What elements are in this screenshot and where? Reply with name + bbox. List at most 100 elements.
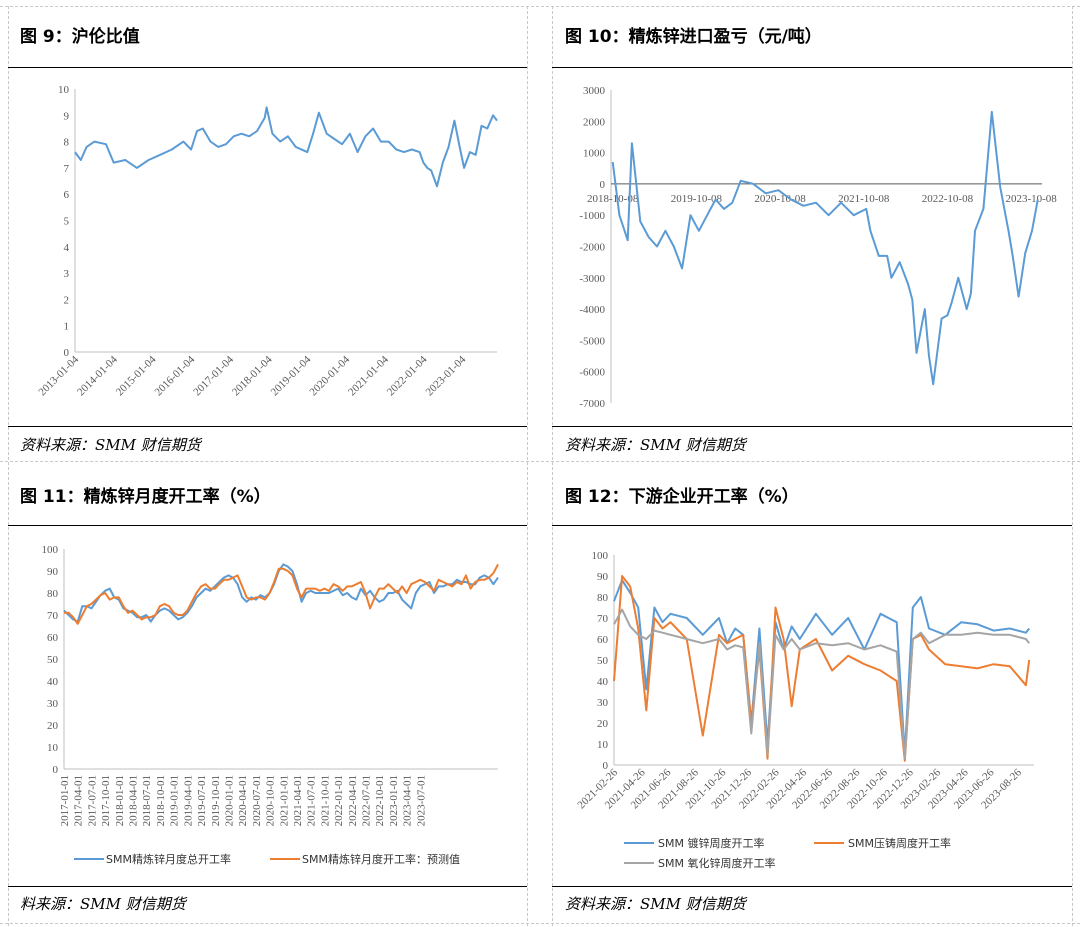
panel-11-source: 料来源：SMM 财信期货	[20, 895, 186, 913]
panel-10-title-rule	[552, 67, 1072, 68]
x-tick-label: 2018-10-08	[587, 193, 639, 205]
y-tick-label: 3000	[583, 85, 606, 97]
y-tick-label: -2000	[579, 242, 605, 254]
x-tick-label: 2023-04-01	[402, 775, 414, 826]
panel-9-source-rule	[8, 426, 527, 427]
x-tick-label: 2016-01-04	[152, 353, 197, 398]
y-tick-label: 30	[47, 698, 59, 710]
grid-border-mid-left	[527, 6, 528, 926]
y-tick-label: 90	[47, 566, 59, 578]
y-tick-label: 90	[597, 571, 609, 583]
x-tick-label: 2021-01-01	[278, 775, 290, 826]
panel-10-title: 图 10：精炼锌进口盈亏（元/吨）	[565, 27, 822, 47]
x-tick-label: 2022-07-01	[361, 775, 373, 826]
x-tick-label: 2023-01-01	[388, 775, 400, 826]
y-tick-label: 5	[64, 216, 70, 228]
panel-11-chart: 0 10 20 30 40 50 60 70 80 90 100 2017-01-01 2017-04-…	[42, 544, 499, 866]
panel-11-title: 图 11：精炼锌月度开工率（%）	[20, 487, 271, 507]
panel-9-title-rule	[8, 67, 527, 68]
y-tick-label: 60	[47, 632, 59, 644]
x-tick-label: 2018-07-01	[141, 775, 153, 826]
y-tick-label: 20	[597, 718, 609, 730]
x-tick-label: 2021-04-01	[292, 775, 304, 826]
x-tick-label: 2019-01-01	[169, 775, 181, 826]
y-tick-label: 10	[47, 742, 59, 754]
panel-10-source: 资料来源：SMM 财信期货	[565, 436, 746, 454]
y-tick-label: 2	[64, 294, 70, 306]
x-tick-label: 2021-01-04	[346, 353, 391, 398]
y-tick-label: 70	[47, 610, 59, 622]
panel-12-chart: 01020304050607080901002021-02-262021-04-…	[575, 550, 1034, 870]
panel-9-chart: 0 1 2 3 4 5 6 7 8 9 10 2013-01-042014-01-042015-01-…	[36, 84, 498, 398]
series-line-1	[64, 563, 499, 625]
legend-label-1: SMM精炼锌月度开工率：预测值	[302, 852, 460, 866]
y-tick-label: 1	[64, 321, 70, 333]
y-tick-label: 0	[603, 760, 609, 772]
y-tick-label: 3	[64, 268, 70, 280]
y-tick-label: -1000	[579, 210, 605, 222]
x-tick-label: 2018-04-01	[128, 775, 140, 826]
y-tick-label: -3000	[579, 273, 605, 285]
grid-border-middle	[0, 461, 1080, 462]
y-tick-label: 20	[47, 720, 59, 732]
y-tick-label: 50	[47, 654, 59, 666]
y-tick-label: 70	[597, 613, 609, 625]
panel-11-title-rule	[8, 525, 527, 526]
x-tick-label: 2017-10-01	[100, 775, 112, 826]
y-tick-label: -5000	[579, 335, 605, 347]
legend-label-0: SMM 镀锌周度开工率	[658, 836, 764, 850]
series-line-0	[74, 106, 498, 188]
legend-label-2: SMM 氧化锌周度开工率	[658, 856, 775, 870]
y-tick-label: 40	[597, 676, 609, 688]
y-tick-label: -7000	[579, 398, 605, 410]
x-tick-label: 2017-01-04	[191, 353, 236, 398]
series-line-1	[613, 575, 1031, 762]
panel-9-title: 图 9：沪伦比值	[20, 27, 140, 47]
y-tick-label: 30	[597, 697, 609, 709]
x-tick-label: 2022-01-04	[385, 353, 430, 398]
x-tick-label: 2014-01-04	[75, 353, 120, 398]
panel-12-title: 图 12：下游企业开工率（%）	[565, 487, 799, 507]
legend-label-1: SMM压铸周度开工率	[848, 836, 951, 850]
y-tick-label: 6	[64, 189, 70, 201]
x-tick-label: 2020-10-08	[754, 193, 806, 205]
x-tick-label: 2021-10-01	[319, 775, 331, 826]
y-tick-label: 50	[597, 655, 609, 667]
y-tick-label: 60	[597, 634, 609, 646]
x-tick-label: 2017-01-01	[59, 775, 71, 826]
y-tick-label: 9	[64, 110, 70, 122]
y-tick-label: 40	[47, 676, 59, 688]
grid-border-left	[8, 6, 9, 926]
x-tick-label: 2020-01-01	[223, 775, 235, 826]
series-line-0	[611, 110, 1039, 386]
y-tick-label: 0	[53, 764, 59, 776]
y-tick-label: 10	[58, 84, 70, 96]
x-tick-label: 2021-07-01	[306, 775, 318, 826]
panel-10-chart: 3000 2000 1000 0 -1000 -2000 -3000 -4000 -5000 -6…	[579, 85, 1057, 410]
y-tick-label: 0	[600, 179, 606, 191]
x-tick-label: 2017-04-01	[73, 775, 85, 826]
x-tick-label: 2022-10-01	[374, 775, 386, 826]
x-tick-label: 2022-10-08	[922, 193, 974, 205]
y-tick-label: 10	[597, 739, 609, 751]
y-tick-label: 80	[47, 588, 59, 600]
x-tick-label: 2020-04-01	[237, 775, 249, 826]
y-tick-label: 2000	[583, 116, 606, 128]
legend-label-0: SMM精炼锌月度总开工率	[106, 852, 231, 866]
series-line-0	[613, 579, 1030, 756]
x-tick-label: 2020-01-04	[307, 353, 352, 398]
y-tick-label: -6000	[579, 367, 605, 379]
x-tick-label: 2019-01-04	[269, 353, 314, 398]
panel-12-title-rule	[552, 525, 1072, 526]
x-tick-label: 2022-04-01	[347, 775, 359, 826]
y-tick-label: 80	[597, 592, 609, 604]
x-tick-label: 2023-10-08	[1005, 193, 1057, 205]
grid-border-bottom	[0, 923, 1080, 924]
grid-border-top	[0, 6, 1080, 7]
panel-12-source-rule	[552, 886, 1072, 887]
panel-11-source-rule	[8, 886, 527, 887]
grid-border-mid-right	[552, 6, 553, 926]
x-tick-label: 2019-07-01	[196, 775, 208, 826]
panel-12-source: 资料来源：SMM 财信期货	[565, 895, 746, 913]
x-tick-label: 2020-10-01	[265, 775, 277, 826]
